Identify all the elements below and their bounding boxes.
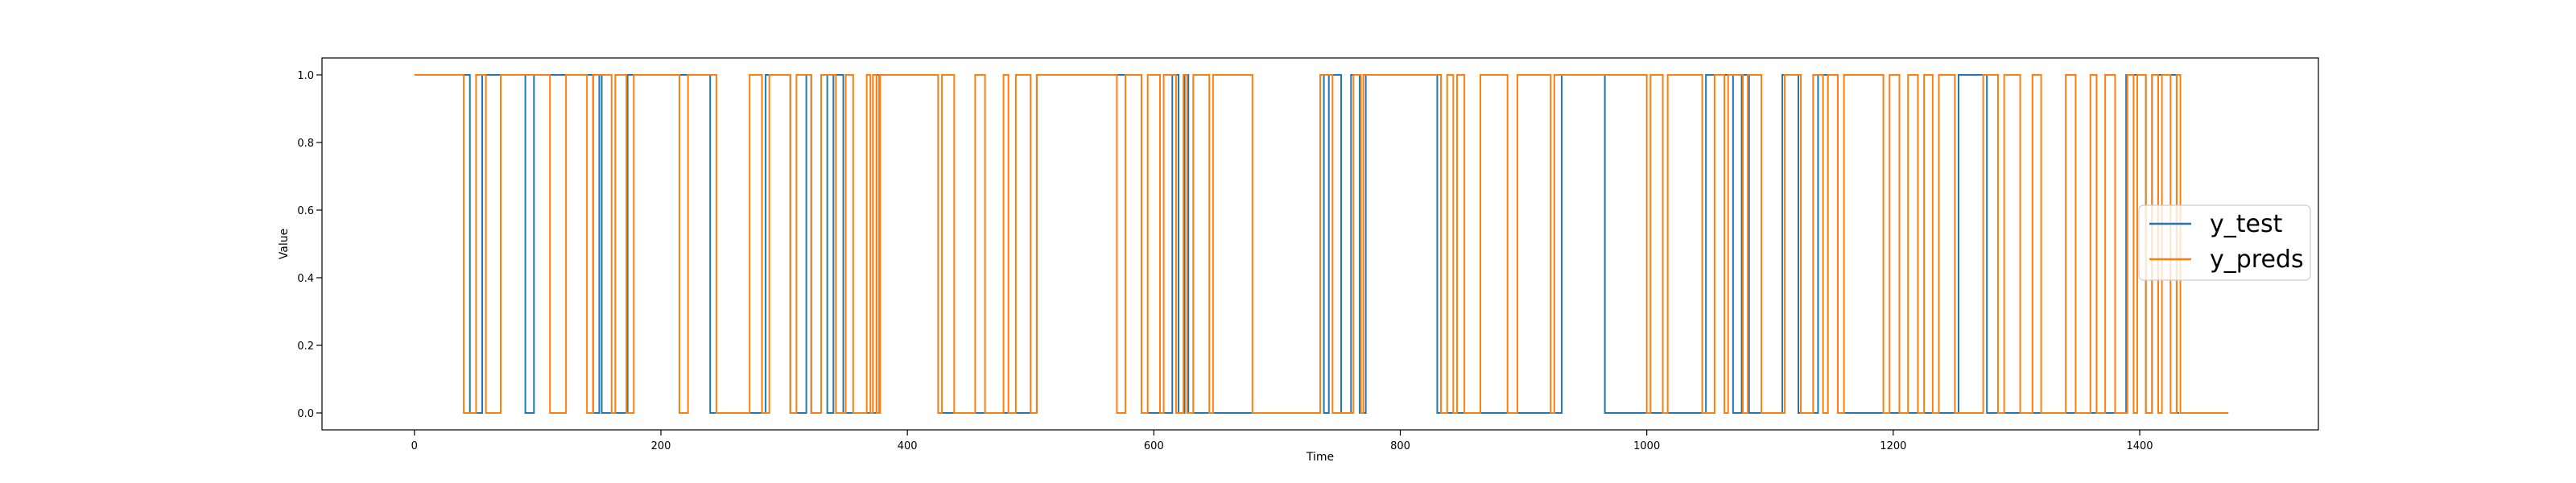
x-axis: 0 200 400 600 800 1000 1200 1400 [411,430,2153,452]
x-tick-label: 1400 [2126,440,2153,452]
series-lines [414,74,2229,414]
x-tick-label: 1000 [1633,440,1660,452]
y-tick-label: 0.2 [297,341,314,353]
plot-frame [321,57,2319,431]
y-axis: 0.0 0.2 0.4 0.6 0.8 1.0 [297,70,322,420]
y-tick-label: 0.6 [297,205,314,217]
y-tick-label: 0.4 [297,273,314,285]
y-tick-label: 0.0 [297,408,314,420]
x-tick-label: 400 [898,440,918,452]
y-tick-label: 1.0 [297,70,314,82]
x-axis-label: Time [1306,451,1334,464]
x-tick-label: 0 [411,440,418,452]
legend-label-y-test: y_test [2210,210,2283,238]
y-tick-label: 0.8 [297,138,314,150]
x-tick-label: 800 [1390,440,1410,452]
y-axis-label: Value [278,229,291,259]
x-tick-label: 200 [651,440,671,452]
x-tick-label: 600 [1144,440,1164,452]
series-line-y-preds [414,74,2229,414]
legend-label-y-preds: y_preds [2210,246,2304,274]
legend: y_test y_preds [2138,204,2311,281]
x-tick-label: 1200 [1880,440,1906,452]
